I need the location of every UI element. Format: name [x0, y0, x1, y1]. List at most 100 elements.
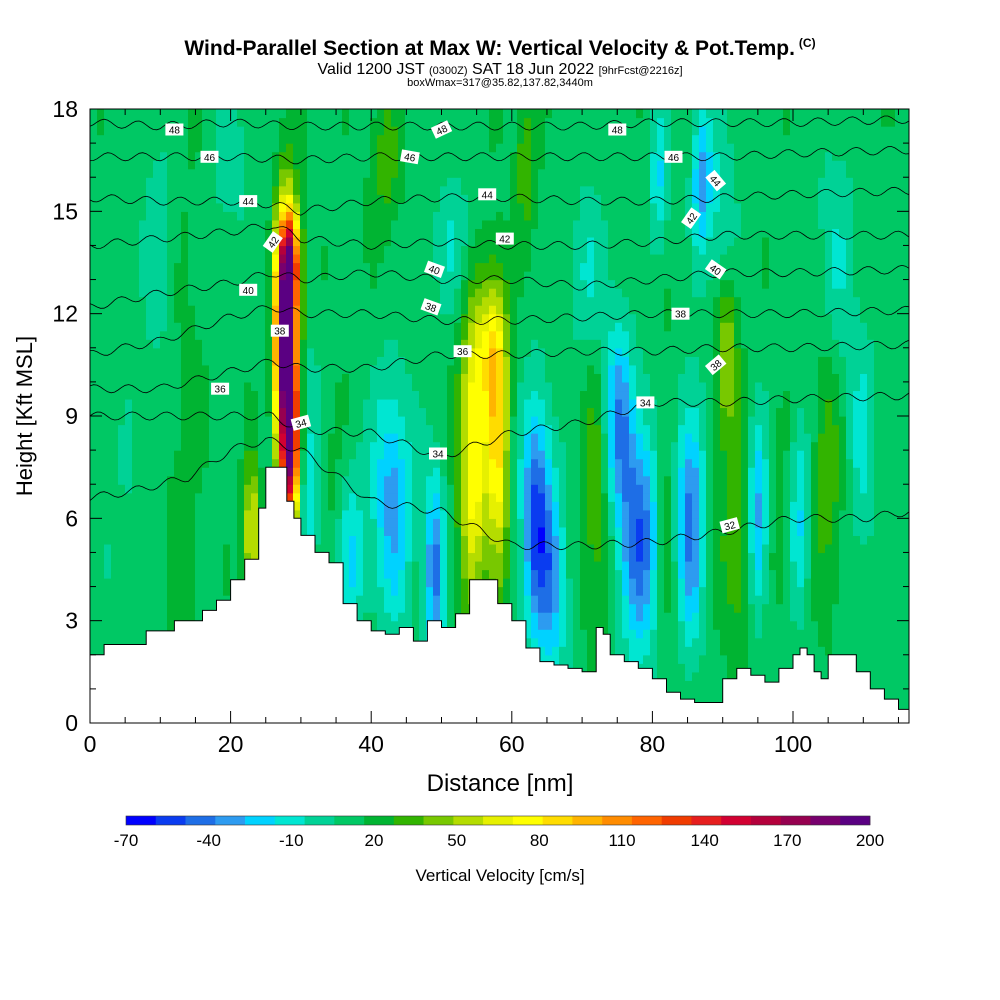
- velocity-cell: [510, 143, 518, 153]
- velocity-cell: [230, 117, 238, 127]
- velocity-cell: [419, 543, 427, 554]
- velocity-cell: [377, 177, 385, 187]
- velocity-cell: [545, 501, 553, 511]
- velocity-cell: [181, 518, 189, 528]
- velocity-cell: [286, 160, 294, 170]
- velocity-cell: [538, 603, 546, 613]
- velocity-cell: [279, 194, 287, 204]
- velocity-cell: [482, 279, 490, 289]
- velocity-cell: [125, 407, 133, 417]
- velocity-cell: [307, 424, 315, 434]
- velocity-cell: [216, 441, 224, 451]
- velocity-cell: [517, 526, 525, 536]
- velocity-cell: [125, 296, 133, 306]
- velocity-cell: [209, 211, 217, 221]
- velocity-cell: [419, 433, 427, 443]
- velocity-cell: [531, 330, 539, 340]
- velocity-cell: [104, 467, 112, 477]
- velocity-cell: [468, 458, 476, 468]
- velocity-cell: [265, 373, 273, 383]
- velocity-cell: [454, 509, 462, 519]
- velocity-cell: [419, 467, 427, 477]
- velocity-cell: [531, 578, 539, 588]
- velocity-cell: [104, 407, 112, 417]
- velocity-cell: [559, 109, 567, 119]
- velocity-cell: [118, 185, 126, 195]
- velocity-cell: [195, 543, 203, 554]
- velocity-cell: [223, 228, 231, 238]
- velocity-cell: [230, 501, 238, 511]
- velocity-cell: [223, 467, 231, 477]
- velocity-cell: [146, 595, 154, 605]
- velocity-cell: [118, 381, 126, 392]
- velocity-cell: [153, 424, 161, 434]
- velocity-cell: [265, 330, 273, 340]
- velocity-cell: [342, 262, 350, 272]
- velocity-cell: [167, 177, 175, 187]
- velocity-cell: [433, 390, 441, 400]
- velocity-cell: [391, 518, 399, 528]
- velocity-cell: [230, 569, 238, 579]
- velocity-cell: [412, 228, 420, 238]
- velocity-cell: [153, 253, 161, 264]
- velocity-cell: [538, 526, 546, 536]
- velocity-cell: [146, 271, 154, 281]
- velocity-cell: [216, 339, 224, 349]
- velocity-cell: [202, 236, 210, 247]
- velocity-cell: [97, 637, 105, 647]
- velocity-cell: [419, 134, 427, 144]
- valid-date-text: SAT 18 Jun 2022: [471, 61, 595, 78]
- velocity-cell: [440, 253, 448, 264]
- velocity-cell: [398, 501, 406, 511]
- velocity-cell: [132, 126, 140, 136]
- velocity-cell: [181, 117, 189, 127]
- velocity-cell: [265, 356, 273, 366]
- velocity-cell: [496, 194, 504, 204]
- velocity-cell: [524, 262, 532, 272]
- velocity-cell: [328, 288, 336, 298]
- velocity-cell: [125, 586, 133, 596]
- velocity-cell: [328, 185, 336, 195]
- velocity-cell: [433, 578, 441, 588]
- velocity-cell: [286, 117, 294, 127]
- velocity-cell: [363, 433, 371, 443]
- velocity-cell: [188, 475, 196, 485]
- chart-title-text: Wind-Parallel Section at Max W: Vertical…: [184, 37, 795, 60]
- velocity-cell: [391, 322, 399, 332]
- velocity-cell: [489, 228, 497, 238]
- velocity-cell: [202, 398, 210, 409]
- velocity-cell: [139, 134, 147, 144]
- velocity-cell: [293, 262, 301, 272]
- velocity-cell: [377, 424, 385, 434]
- velocity-cell: [153, 228, 161, 238]
- velocity-cell: [342, 441, 350, 451]
- velocity-cell: [104, 629, 112, 639]
- velocity-cell: [566, 390, 574, 400]
- velocity-cell: [531, 262, 539, 272]
- velocity-cell: [328, 211, 336, 221]
- velocity-cell: [349, 143, 357, 153]
- velocity-cell: [370, 543, 378, 554]
- velocity-cell: [468, 219, 476, 229]
- velocity-cell: [146, 143, 154, 153]
- velocity-cell: [398, 552, 406, 562]
- velocity-cell: [279, 245, 287, 255]
- velocity-cell: [412, 381, 420, 392]
- velocity-cell: [139, 228, 147, 238]
- velocity-cell: [349, 433, 357, 443]
- velocity-cell: [335, 151, 343, 161]
- velocity-cell: [321, 518, 329, 528]
- velocity-cell: [111, 228, 119, 238]
- velocity-cell: [468, 416, 476, 426]
- velocity-cell: [153, 322, 161, 332]
- velocity-cell: [412, 347, 420, 357]
- velocity-cell: [188, 552, 196, 562]
- velocity-cell: [125, 271, 133, 281]
- velocity-cell: [398, 143, 406, 153]
- velocity-cell: [552, 228, 560, 238]
- velocity-cell: [440, 236, 448, 247]
- velocity-cell: [258, 305, 266, 315]
- velocity-cell: [209, 373, 217, 383]
- velocity-cell: [132, 398, 140, 409]
- velocity-cell: [510, 177, 518, 187]
